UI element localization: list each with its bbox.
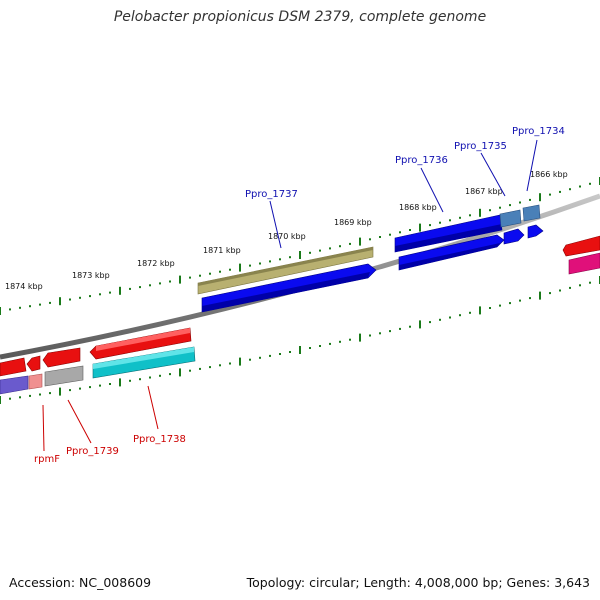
gene-ppro-1739[interactable]	[44, 365, 84, 387]
ruler-label-1871: 1871 kbp	[203, 246, 241, 255]
callout-rpmf	[42, 404, 45, 452]
gene-ppro-1738-shade	[93, 347, 194, 369]
label-ppro-1737[interactable]: Ppro_1737	[245, 189, 298, 200]
callout-ppro-1734	[526, 139, 538, 192]
gene-labels: Ppro_1734 Ppro_1735 Ppro_1736 Ppro_1737 …	[34, 126, 565, 465]
gene-red-1738-shade	[96, 328, 190, 351]
gene-ppro-1734[interactable]	[527, 224, 544, 239]
topology-text: Topology: circular; Length: 4,008,000 bp…	[246, 575, 590, 590]
gene-olive-top-shade	[198, 247, 373, 286]
gene-ppro-1737-shade	[202, 272, 370, 312]
gene-steel-top[interactable]	[499, 209, 522, 228]
callout-ppro-1737	[269, 200, 282, 249]
gene-ppro-1736-shade	[399, 243, 500, 270]
label-ppro-1735[interactable]: Ppro_1735	[454, 141, 507, 152]
gene-red-left[interactable]	[0, 357, 27, 377]
label-rpmf[interactable]: rpmF	[34, 454, 60, 465]
gene-red-rpmf[interactable]	[26, 355, 41, 372]
gene-blue-top-shade	[395, 224, 502, 252]
gene-rpmf[interactable]	[28, 373, 43, 390]
ruler-label-1870: 1870 kbp	[268, 232, 306, 241]
ruler-label-1874: 1874 kbp	[5, 282, 43, 291]
forward-strand-genes	[197, 204, 600, 313]
ruler-outer	[0, 177, 600, 315]
gene-ppro-1735[interactable]	[503, 228, 525, 245]
ruler-labels: 1866 kbp 1867 kbp 1868 kbp 1869 kbp 1870…	[5, 170, 568, 291]
gene-magenta-right[interactable]	[568, 252, 600, 275]
callout-lines	[42, 139, 538, 452]
label-ppro-1734[interactable]: Ppro_1734	[512, 126, 565, 137]
accession-text: Accession: NC_008609	[9, 575, 152, 590]
gene-red-right[interactable]	[562, 235, 600, 257]
callout-ppro-1736	[420, 167, 444, 213]
callout-ppro-1738	[147, 385, 159, 430]
ruler-inner	[0, 276, 600, 404]
label-ppro-1739[interactable]: Ppro_1739	[66, 446, 119, 457]
ruler-label-1873: 1873 kbp	[72, 271, 110, 280]
ruler-label-1867: 1867 kbp	[465, 187, 503, 196]
ruler-label-1866: 1866 kbp	[530, 170, 568, 179]
ruler-label-1868: 1868 kbp	[399, 203, 437, 212]
ruler-label-1869: 1869 kbp	[334, 218, 372, 227]
ruler-label-1872: 1872 kbp	[137, 259, 175, 268]
callout-ppro-1735	[480, 152, 506, 197]
genome-title: Pelobacter propionicus DSM 2379, complet…	[113, 9, 487, 25]
callout-ppro-1739	[67, 399, 92, 444]
label-ppro-1736[interactable]: Ppro_1736	[395, 155, 448, 166]
label-ppro-1738[interactable]: Ppro_1738	[133, 434, 186, 445]
gene-purple-left[interactable]	[0, 375, 29, 395]
gene-steel-top-2[interactable]	[522, 204, 541, 222]
gene-red-1739[interactable]	[42, 347, 81, 368]
reverse-strand-genes	[0, 327, 196, 395]
